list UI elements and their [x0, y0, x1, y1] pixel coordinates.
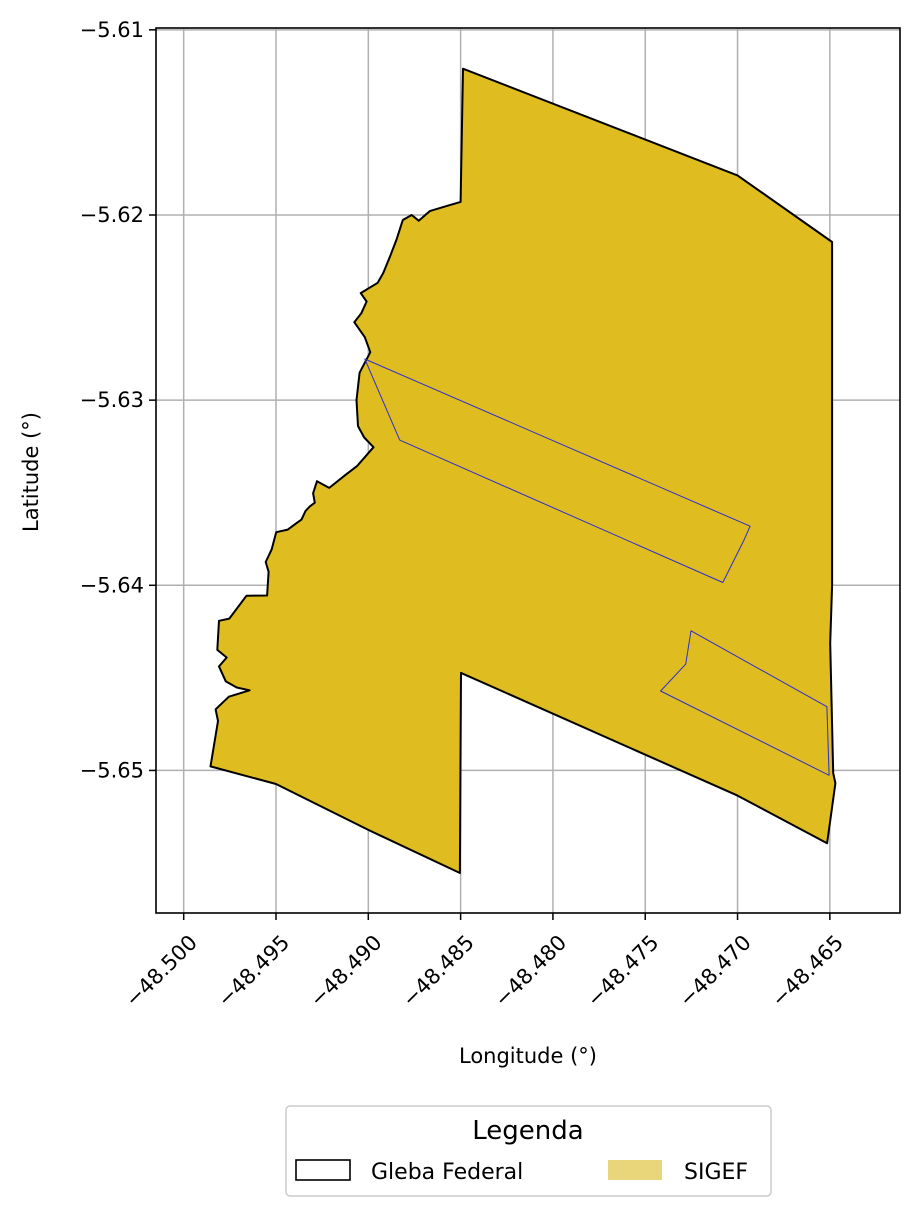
- y-axis: −5.61 −5.62 −5.63 −5.64 −5.65: [80, 18, 156, 782]
- gleba-polygon: [209, 67, 837, 874]
- axes-frame: [155, 27, 901, 914]
- y-tick-label: −5.61: [80, 18, 144, 42]
- x-axis-title: Longitude (°): [459, 1044, 597, 1068]
- y-tick-label: −5.63: [80, 388, 144, 412]
- legend-swatch-gleba: [295, 1159, 351, 1181]
- sigef-1-polygon: [364, 358, 751, 583]
- legend-swatch-sigef: [608, 1160, 662, 1180]
- sigef-2-polygon: [660, 630, 830, 776]
- map-polygons: [209, 67, 837, 874]
- legend-label-gleba: Gleba Federal: [371, 1160, 523, 1185]
- y-tick-label: −5.65: [80, 758, 144, 782]
- y-tick-label: −5.62: [80, 203, 144, 227]
- legend-label-sigef: SIGEF: [684, 1160, 748, 1185]
- y-axis-title: Latitude (°): [19, 412, 43, 532]
- legend: Legenda Gleba Federal SIGEF: [285, 1105, 772, 1197]
- y-tick-label: −5.64: [80, 573, 144, 597]
- legend-title: Legenda: [472, 1116, 583, 1146]
